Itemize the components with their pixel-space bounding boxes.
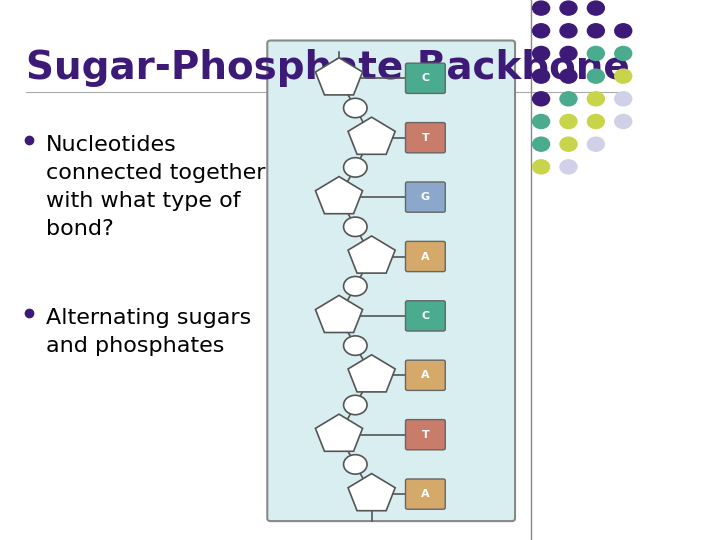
FancyBboxPatch shape [405,420,445,450]
Circle shape [560,92,577,106]
Polygon shape [348,236,395,273]
FancyBboxPatch shape [405,182,445,212]
Circle shape [588,1,604,15]
FancyBboxPatch shape [405,301,445,331]
Circle shape [615,69,631,83]
Circle shape [343,276,367,296]
Circle shape [588,137,604,151]
Polygon shape [348,474,395,511]
Text: T: T [421,133,429,143]
Circle shape [533,92,549,106]
FancyBboxPatch shape [405,63,445,93]
Text: Nucleotides
connected together
with what type of
bond?: Nucleotides connected together with what… [45,135,265,239]
Text: A: A [421,489,430,499]
FancyBboxPatch shape [405,479,445,509]
Circle shape [588,46,604,60]
Polygon shape [315,295,363,333]
Circle shape [533,137,549,151]
Circle shape [615,46,631,60]
Circle shape [560,46,577,60]
Circle shape [343,158,367,177]
Polygon shape [348,117,395,154]
Circle shape [560,24,577,38]
FancyBboxPatch shape [267,40,515,521]
Circle shape [533,24,549,38]
Circle shape [615,24,631,38]
Polygon shape [348,355,395,392]
Circle shape [343,336,367,355]
Circle shape [560,69,577,83]
Circle shape [533,46,549,60]
Circle shape [533,69,549,83]
Polygon shape [315,414,363,451]
Text: Alternating sugars
and phosphates: Alternating sugars and phosphates [45,308,251,356]
Text: C: C [421,311,429,321]
Circle shape [588,69,604,83]
Text: A: A [421,252,430,261]
Circle shape [343,455,367,474]
Circle shape [588,114,604,129]
Circle shape [560,1,577,15]
Circle shape [615,114,631,129]
Circle shape [533,160,549,174]
Circle shape [343,98,367,118]
Circle shape [588,24,604,38]
Circle shape [588,92,604,106]
FancyBboxPatch shape [405,123,445,153]
Text: A: A [421,370,430,380]
Polygon shape [315,177,363,214]
Text: T: T [421,430,429,440]
Circle shape [343,217,367,237]
Circle shape [343,395,367,415]
Text: C: C [421,73,429,83]
FancyBboxPatch shape [405,360,445,390]
Circle shape [560,160,577,174]
Circle shape [533,1,549,15]
Text: Sugar-Phosphate Backbone: Sugar-Phosphate Backbone [26,49,630,86]
FancyBboxPatch shape [405,241,445,272]
Circle shape [533,114,549,129]
Circle shape [560,114,577,129]
Circle shape [560,137,577,151]
Polygon shape [315,58,363,95]
Text: G: G [420,192,430,202]
Circle shape [615,92,631,106]
